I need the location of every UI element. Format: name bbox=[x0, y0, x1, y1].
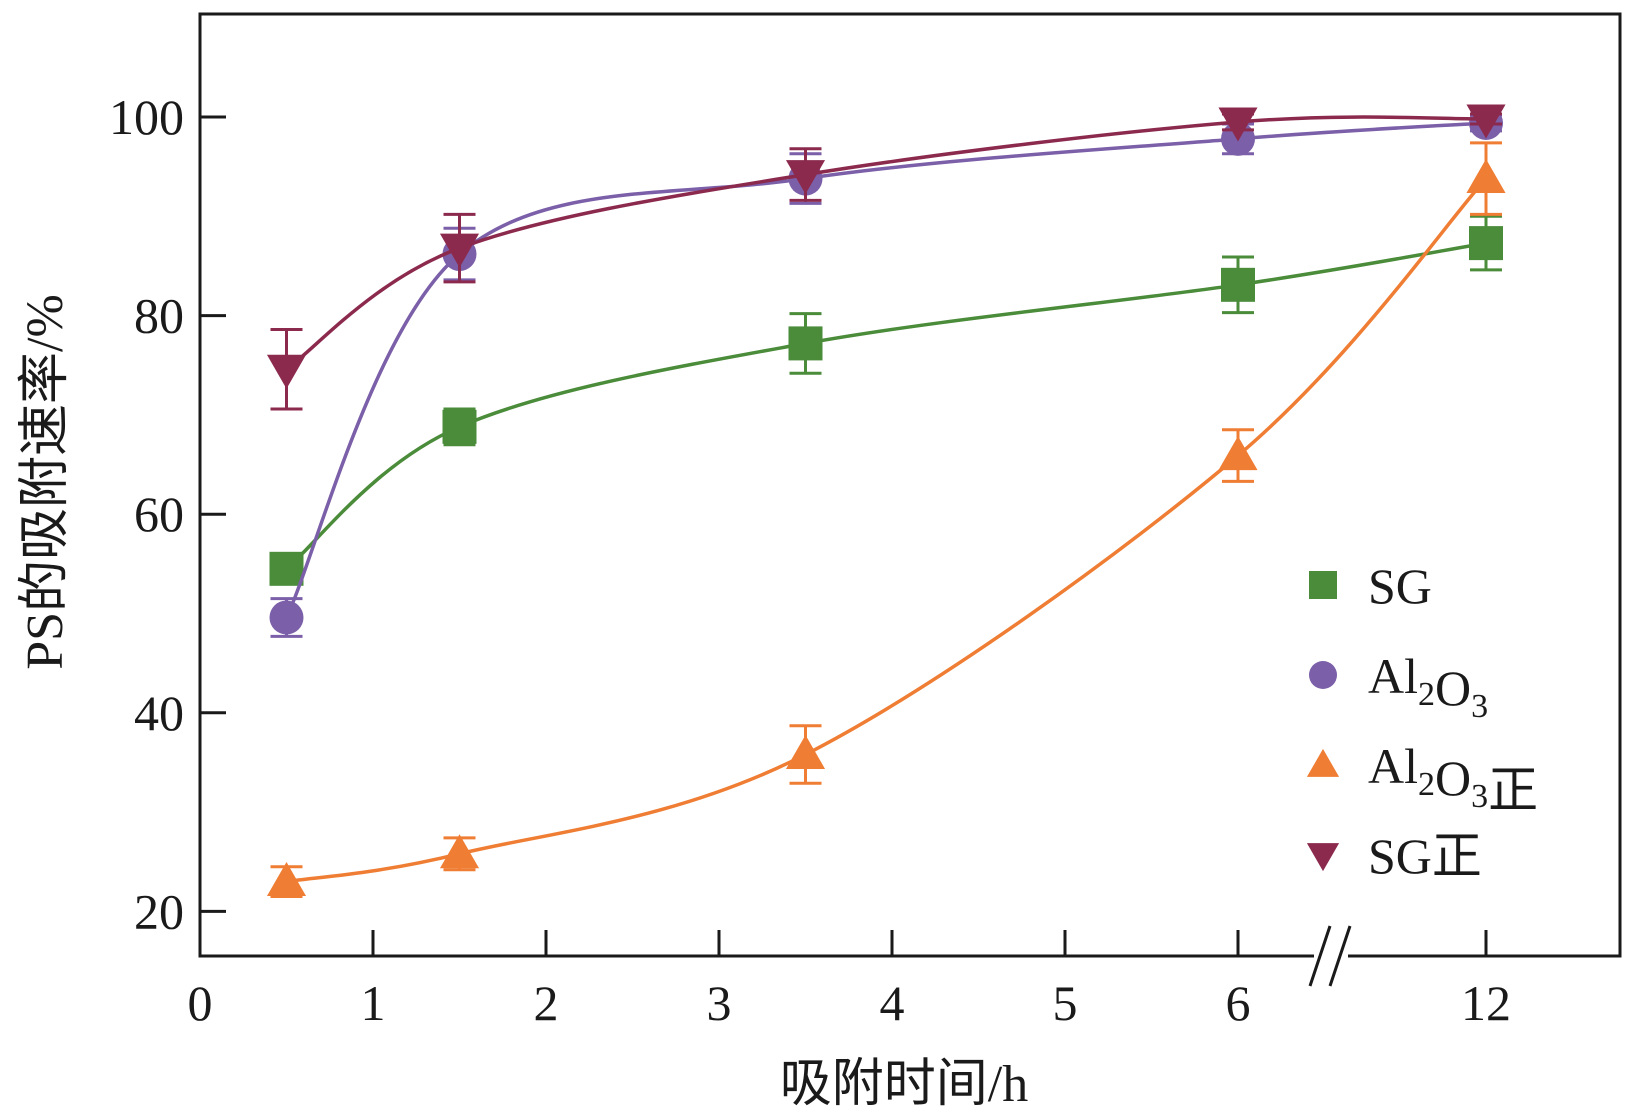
data-point-square bbox=[1221, 267, 1255, 302]
x-tick-label: 0 bbox=[188, 975, 213, 1031]
data-point-triangle-down bbox=[1306, 843, 1340, 872]
y-tick-label: 40 bbox=[134, 685, 184, 741]
series-3 bbox=[266, 104, 1506, 411]
y-axis-label: PS的吸附速率/% bbox=[17, 294, 74, 670]
series-curve bbox=[286, 177, 1488, 884]
plot-frame bbox=[198, 12, 1622, 958]
data-point-triangle-down bbox=[1218, 107, 1258, 142]
legend-label-part: 正 bbox=[1432, 828, 1482, 884]
data-point-triangle-up bbox=[266, 862, 307, 897]
legend-label: Al2O3 bbox=[1368, 648, 1488, 725]
legend-label-part: 2 bbox=[1418, 676, 1435, 713]
data-point-triangle-down bbox=[439, 233, 480, 268]
legend-item-0: SG bbox=[1309, 558, 1432, 614]
data-point-triangle-up bbox=[1466, 159, 1506, 194]
x-tick-label: 2 bbox=[534, 975, 559, 1031]
data-point-triangle-down bbox=[785, 160, 826, 195]
series-1 bbox=[269, 105, 1503, 638]
data-point-square bbox=[269, 551, 304, 586]
data-point-circle bbox=[269, 600, 304, 635]
legend-label-part: O bbox=[1435, 750, 1471, 806]
data-point-square bbox=[442, 409, 477, 444]
axis-break-mark bbox=[1308, 925, 1332, 987]
y-tick-label: 60 bbox=[134, 486, 184, 542]
legend-label-part: Al bbox=[1368, 648, 1418, 704]
legend-item-3: SG正 bbox=[1306, 828, 1482, 884]
data-point-triangle-up bbox=[1218, 436, 1258, 471]
data-point-triangle-up bbox=[1306, 748, 1340, 777]
axis-break-mark bbox=[1328, 925, 1352, 987]
series-2 bbox=[266, 141, 1506, 899]
legend-label: SG正 bbox=[1368, 828, 1482, 884]
x-axis-label: 吸附时间/h bbox=[780, 1056, 1028, 1113]
y-tick-label: 20 bbox=[134, 883, 184, 939]
legend-label: SG bbox=[1368, 558, 1432, 614]
plot-layer bbox=[266, 104, 1506, 899]
data-point-triangle-down bbox=[1466, 104, 1506, 139]
data-point-square bbox=[1309, 571, 1337, 599]
y-tick-label: 100 bbox=[109, 89, 184, 145]
x-tick-label: 3 bbox=[707, 975, 732, 1031]
series-0 bbox=[269, 214, 1503, 586]
legend-item-2: Al2O3正 bbox=[1306, 738, 1538, 818]
x-tick-label: 12 bbox=[1461, 975, 1511, 1031]
legend-label: Al2O3正 bbox=[1368, 738, 1538, 818]
data-point-triangle-up bbox=[439, 834, 480, 869]
series-curve bbox=[285, 241, 1487, 571]
legend-label-part: Al bbox=[1368, 738, 1418, 794]
legend-label-part: SG bbox=[1368, 558, 1432, 614]
legend-label-part: 正 bbox=[1488, 762, 1538, 818]
legend-label-part: 2 bbox=[1418, 766, 1435, 803]
data-point-circle bbox=[1309, 661, 1337, 689]
data-point-triangle-up bbox=[785, 734, 826, 769]
data-point-triangle-down bbox=[266, 354, 307, 389]
data-point-square bbox=[788, 326, 823, 361]
legend-item-1: Al2O3 bbox=[1309, 648, 1488, 725]
legend-label-part: O bbox=[1435, 660, 1471, 716]
x-tick-label: 4 bbox=[880, 975, 905, 1031]
legend-label-part: 3 bbox=[1471, 778, 1488, 815]
y-tick-label: 80 bbox=[134, 288, 184, 344]
x-tick-label: 1 bbox=[361, 975, 386, 1031]
x-tick-label: 6 bbox=[1226, 975, 1251, 1031]
legend-label-part: 3 bbox=[1471, 688, 1488, 725]
legend-label-part: SG bbox=[1368, 828, 1432, 884]
x-tick-label: 5 bbox=[1053, 975, 1078, 1031]
series-curve bbox=[284, 121, 1487, 619]
data-point-square bbox=[1469, 226, 1503, 261]
